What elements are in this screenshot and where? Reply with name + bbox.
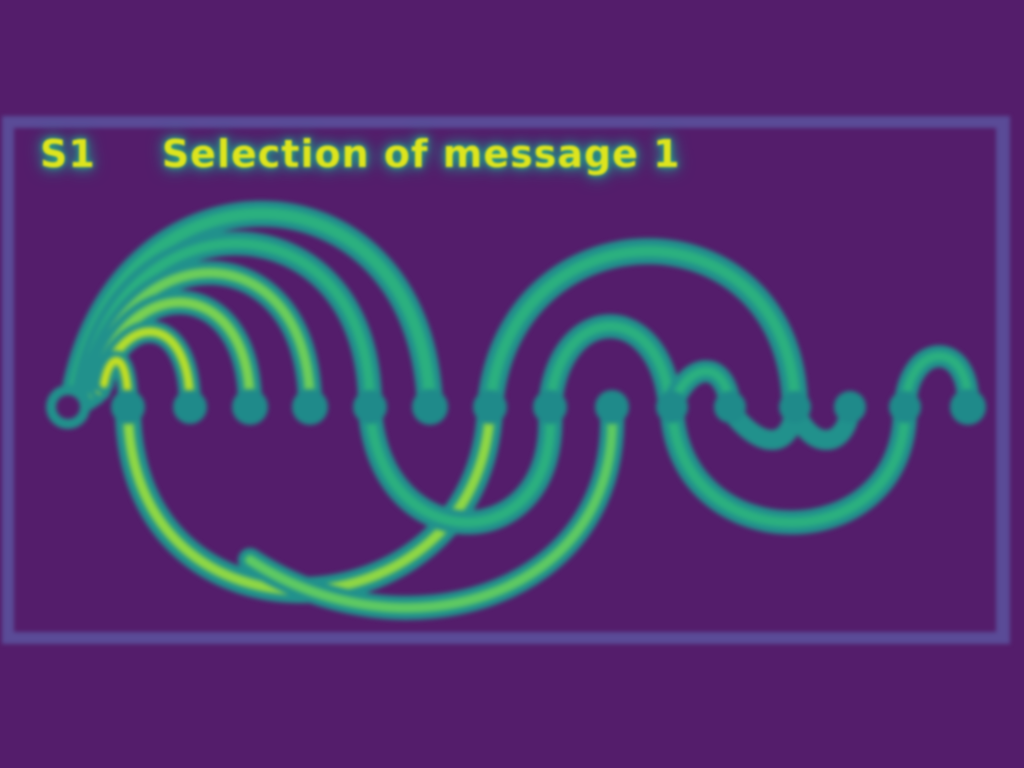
node	[779, 391, 811, 423]
arc	[115, 397, 503, 604]
lower-arcs	[115, 397, 917, 620]
upper-arcs-left	[59, 200, 443, 418]
arc	[667, 405, 910, 528]
node-start-inner	[56, 395, 80, 419]
arc	[484, 245, 801, 411]
step-title: Selection of message 1	[161, 132, 681, 176]
node	[412, 389, 448, 425]
arc-group	[59, 200, 980, 620]
node	[595, 390, 629, 424]
upper-arcs-right	[477, 238, 980, 418]
node	[292, 389, 328, 425]
frame-border	[2, 116, 1010, 644]
arc	[900, 351, 973, 410]
heading: S1 Selection of message 1	[40, 128, 681, 180]
node	[950, 389, 986, 425]
node	[173, 390, 207, 424]
node	[232, 389, 268, 425]
node-group	[46, 385, 986, 429]
node	[353, 390, 387, 424]
node	[473, 390, 507, 424]
arc	[245, 405, 618, 613]
node	[889, 391, 921, 423]
node	[834, 391, 866, 423]
node	[533, 390, 567, 424]
arc	[545, 321, 675, 410]
step-label: S1	[40, 132, 96, 176]
node	[111, 390, 145, 424]
arc	[365, 405, 556, 528]
arc	[100, 356, 132, 409]
node	[714, 391, 746, 423]
node	[656, 391, 688, 423]
